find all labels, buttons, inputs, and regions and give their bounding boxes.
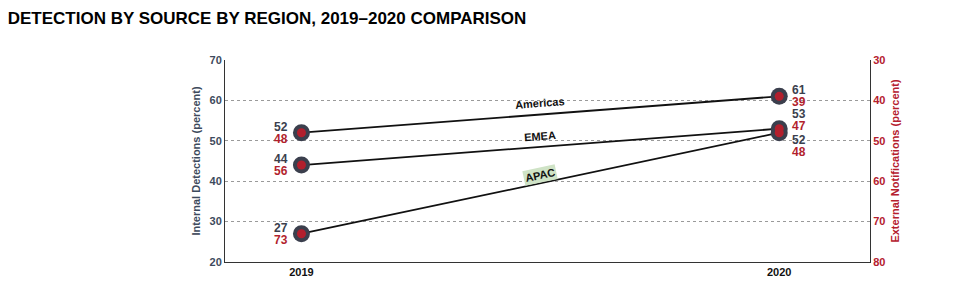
svg-text:40: 40 <box>210 175 222 187</box>
svg-text:APAC: APAC <box>524 166 556 184</box>
svg-text:27: 27 <box>274 221 288 235</box>
svg-text:Americas: Americas <box>515 95 565 111</box>
svg-text:Internal Detections (percent): Internal Detections (percent) <box>190 86 202 235</box>
svg-text:44: 44 <box>274 152 288 166</box>
svg-text:48: 48 <box>274 132 288 146</box>
svg-text:70: 70 <box>873 215 885 227</box>
svg-text:2019: 2019 <box>289 266 313 278</box>
svg-text:73: 73 <box>274 233 288 247</box>
svg-text:External Notifications (percen: External Notifications (percent) <box>889 79 901 243</box>
svg-text:2020: 2020 <box>767 266 791 278</box>
svg-text:30: 30 <box>873 54 885 66</box>
svg-text:20: 20 <box>210 256 222 268</box>
svg-text:50: 50 <box>210 135 222 147</box>
svg-text:70: 70 <box>210 54 222 66</box>
svg-text:52: 52 <box>792 133 806 147</box>
svg-text:61: 61 <box>792 83 806 97</box>
svg-text:39: 39 <box>792 95 806 109</box>
svg-text:30: 30 <box>210 215 222 227</box>
svg-text:80: 80 <box>873 256 885 268</box>
svg-text:60: 60 <box>873 175 885 187</box>
svg-text:53: 53 <box>792 107 806 121</box>
svg-text:48: 48 <box>792 145 806 159</box>
svg-text:EMEA: EMEA <box>524 129 557 143</box>
svg-text:50: 50 <box>873 135 885 147</box>
svg-text:40: 40 <box>873 94 885 106</box>
svg-text:DETECTION BY SOURCE BY REGION,: DETECTION BY SOURCE BY REGION, 2019–2020… <box>8 9 527 28</box>
svg-text:60: 60 <box>210 94 222 106</box>
svg-text:52: 52 <box>274 120 288 134</box>
svg-text:47: 47 <box>792 119 806 133</box>
svg-text:56: 56 <box>274 164 288 178</box>
